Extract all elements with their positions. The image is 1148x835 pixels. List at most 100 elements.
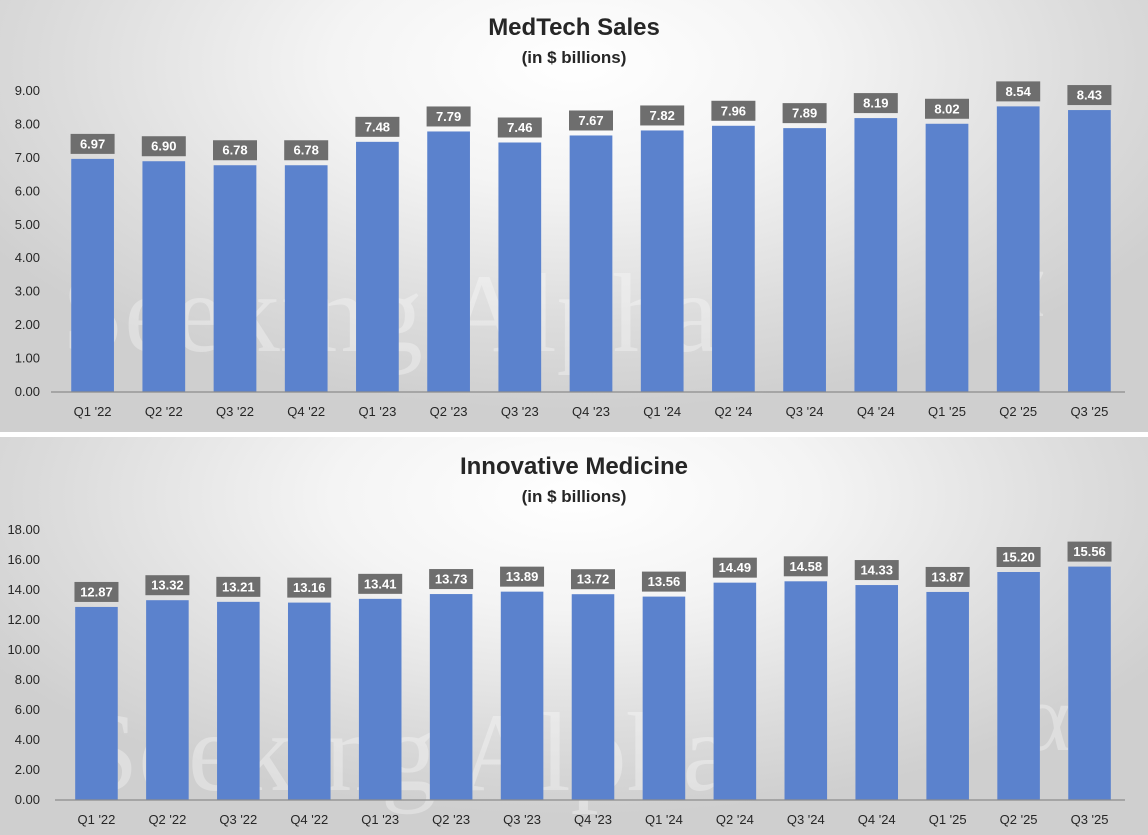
x-tick-label: Q3 '24 bbox=[787, 812, 825, 827]
data-label: 7.89 bbox=[792, 106, 817, 121]
x-tick-label: Q3 '22 bbox=[216, 404, 254, 419]
data-label: 13.89 bbox=[506, 569, 539, 584]
bar bbox=[571, 594, 615, 800]
x-tick-label: Q4 '24 bbox=[858, 812, 896, 827]
data-label-box bbox=[426, 106, 471, 127]
chart-subtitle: (in $ billions) bbox=[521, 48, 627, 67]
bar bbox=[427, 131, 470, 392]
data-label-box bbox=[641, 571, 686, 592]
innovative-medicine-chart-panel: Innovative Medicine (in $ billions) Seek… bbox=[0, 437, 1148, 835]
bar bbox=[1068, 566, 1111, 800]
y-tick-label: 2.00 bbox=[15, 317, 40, 332]
y-tick-label: 0.00 bbox=[15, 792, 40, 807]
data-label-box bbox=[712, 557, 757, 578]
x-tick-label: Q1 '22 bbox=[78, 812, 116, 827]
data-label: 8.19 bbox=[863, 96, 888, 111]
x-tick-label: Q4 '23 bbox=[574, 812, 612, 827]
chart-title: MedTech Sales bbox=[488, 14, 660, 41]
x-tick-label: Q3 '23 bbox=[503, 812, 541, 827]
data-label: 13.87 bbox=[931, 569, 964, 584]
x-tick-label: Q2 '24 bbox=[716, 812, 754, 827]
bar bbox=[71, 158, 114, 392]
y-tick-label: 3.00 bbox=[15, 284, 40, 299]
bar bbox=[429, 594, 473, 800]
y-tick-label: 18.00 bbox=[7, 522, 40, 537]
bar bbox=[1068, 110, 1111, 393]
x-tick-label: Q2 '25 bbox=[1000, 812, 1038, 827]
x-tick-label: Q3 '24 bbox=[786, 404, 824, 419]
data-label: 6.97 bbox=[80, 136, 105, 151]
bar bbox=[854, 118, 898, 392]
x-tick-label: Q1 '25 bbox=[928, 404, 966, 419]
bar bbox=[925, 123, 969, 392]
y-tick-label: 10.00 bbox=[7, 642, 40, 657]
chart-title-block: MedTech Sales (in $ billions) bbox=[0, 14, 1148, 68]
data-label: 13.32 bbox=[151, 578, 184, 593]
bar bbox=[500, 591, 544, 800]
data-label-box bbox=[996, 547, 1041, 567]
data-label-box bbox=[216, 576, 261, 597]
bar bbox=[713, 582, 757, 800]
data-label: 6.90 bbox=[151, 139, 176, 154]
x-tick-label: Q2 '25 bbox=[999, 404, 1037, 419]
bar bbox=[217, 601, 260, 800]
x-tick-label: Q2 '23 bbox=[432, 812, 470, 827]
bar bbox=[498, 142, 542, 392]
y-tick-label: 12.00 bbox=[7, 612, 40, 627]
data-label-box bbox=[640, 105, 685, 126]
medtech-chart-panel: MedTech Sales (in $ billions) Seeking Al… bbox=[0, 0, 1148, 432]
x-tick-label: Q3 '25 bbox=[1070, 404, 1108, 419]
y-tick-label: 6.00 bbox=[15, 702, 40, 717]
x-tick-label: Q4 '23 bbox=[572, 404, 610, 419]
bar bbox=[783, 128, 826, 392]
data-label: 6.78 bbox=[222, 143, 247, 158]
innovative-medicine-bar-chart: 0.00 2.00 4.00 6.00 8.00 10.00 12.00 14.00 16.00… bbox=[7, 522, 1125, 827]
data-label: 8.54 bbox=[1006, 84, 1032, 99]
bar bbox=[642, 596, 686, 800]
data-label-box bbox=[355, 116, 400, 137]
data-label: 14.58 bbox=[790, 559, 823, 574]
bar bbox=[569, 135, 613, 392]
data-label-box bbox=[287, 577, 332, 598]
medtech-bar-chart: 0.00 1.00 2.00 3.00 4.00 5.00 6.00 7.00 8.00 9.00… bbox=[15, 81, 1125, 419]
data-label: 7.82 bbox=[650, 108, 675, 123]
data-label-box bbox=[1067, 85, 1112, 106]
data-label-box bbox=[783, 556, 828, 577]
x-tick-label: Q2 '22 bbox=[148, 812, 186, 827]
x-tick-label: Q2 '24 bbox=[714, 404, 752, 419]
data-label: 8.02 bbox=[934, 101, 959, 116]
y-tick-label: 8.00 bbox=[15, 672, 40, 687]
y-tick-label: 5.00 bbox=[15, 217, 40, 232]
data-label-box bbox=[925, 566, 970, 587]
data-label: 15.20 bbox=[1002, 550, 1035, 565]
bar bbox=[996, 106, 1040, 392]
data-label: 13.41 bbox=[364, 576, 397, 591]
y-tick-label: 14.00 bbox=[7, 582, 40, 597]
data-label: 13.72 bbox=[577, 572, 610, 587]
data-label: 7.67 bbox=[578, 113, 603, 128]
chart-subtitle: (in $ billions) bbox=[521, 487, 627, 506]
data-label-box bbox=[711, 100, 756, 121]
y-tick-label: 0.00 bbox=[15, 384, 40, 399]
bar bbox=[142, 161, 186, 392]
data-label: 7.79 bbox=[436, 109, 461, 124]
data-label: 6.78 bbox=[294, 143, 319, 158]
x-tick-label: Q2 '22 bbox=[145, 404, 183, 419]
x-tick-label: Q4 '22 bbox=[290, 812, 328, 827]
y-tick-label: 4.00 bbox=[15, 732, 40, 747]
data-label-box bbox=[569, 110, 613, 131]
bar bbox=[287, 602, 331, 800]
data-label-box bbox=[141, 136, 186, 157]
x-tick-label: Q4 '22 bbox=[287, 404, 325, 419]
bar bbox=[356, 141, 399, 392]
y-tick-label: 4.00 bbox=[15, 250, 40, 265]
y-tick-label: 8.00 bbox=[15, 116, 40, 131]
data-label: 7.96 bbox=[721, 103, 746, 118]
bar bbox=[855, 585, 899, 800]
data-label-box bbox=[854, 560, 899, 581]
data-label-box bbox=[782, 103, 827, 124]
chart-title-block: Innovative Medicine (in $ billions) bbox=[0, 453, 1148, 507]
x-tick-label: Q3 '25 bbox=[1071, 812, 1109, 827]
bar bbox=[712, 125, 755, 392]
data-label: 13.16 bbox=[293, 580, 326, 595]
